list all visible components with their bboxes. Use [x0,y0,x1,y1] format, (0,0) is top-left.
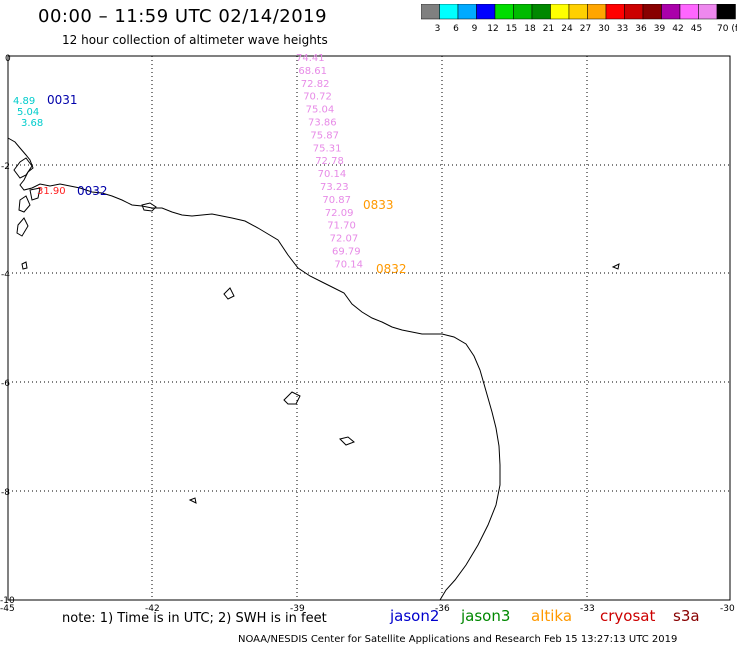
y-tick-label: -4 [1,270,10,280]
swh-value: 70.72 [303,92,332,103]
scale-label: 27 [580,24,591,34]
chart-title: 00:00 – 11:59 UTC 02/14/2019 [38,6,328,27]
scale-label: 6 [453,24,459,34]
cyan-observations: 4.89 5.04 3.68 [13,96,43,129]
swh-value-red: 31.90 [37,186,66,197]
swh-value: 70.14 [318,169,347,180]
scale-swatch [716,4,736,20]
y-tick-label: -6 [1,379,10,389]
scale-label: 3 [435,24,441,34]
swh-value: 74.41 [296,53,325,64]
swh-value: 73.86 [308,118,337,129]
scale-label: 45 [691,24,702,34]
swh-value: 4.89 [13,96,35,107]
swh-value: 3.68 [21,118,43,129]
time-label: 0832 [376,262,407,276]
scale-label: 21 [543,24,554,34]
swh-value: 5.04 [17,107,39,118]
time-label: 0031 [47,93,78,107]
swh-value: 70.14 [334,259,363,270]
time-label: 0032 [77,184,108,198]
y-tick-label: 0 [5,54,11,64]
scale-label: 33 [617,24,628,34]
swh-value: 71.70 [327,221,356,232]
scale-label: 70 (ft) [717,24,737,34]
x-tick-label: -36 [435,604,450,614]
x-tick-label: -45 [0,604,15,614]
credit-line: NOAA/NESDIS Center for Satellite Applica… [238,634,678,645]
time-label: 0833 [363,198,394,212]
satellite-legend-jason3: jason3 [461,607,511,625]
time-labels: 0031 0032 0833 0832 [47,93,407,276]
coastline [7,137,620,601]
scale-label: 12 [487,24,498,34]
x-tick-label: -39 [290,604,305,614]
swh-value: 68.61 [298,66,327,77]
scale-label: 30 [598,24,610,34]
swh-value: 73.23 [320,182,349,193]
x-tick-label: -30 [720,604,735,614]
satellite-legend-s3a: s3a [673,607,700,625]
satellite-legend-altika: altika [531,607,573,625]
satellite-legend-jason2: jason2 [390,607,440,625]
swh-value: 72.82 [301,79,330,90]
swh-value: 75.04 [306,105,335,116]
y-axis-labels: 0 -2 -4 -6 -8 -10 [0,54,15,606]
chart-subtitle: 12 hour collection of altimeter wave hei… [62,33,328,47]
scale-label: 42 [672,24,683,34]
swh-value: 70.87 [322,195,351,206]
scale-label: 18 [524,24,536,34]
swh-value: 72.07 [330,234,359,245]
satellite-legend-cryosat: cryosat [600,607,656,625]
swh-value: 72.78 [315,156,344,167]
footnote: note: 1) Time is in UTC; 2) SWH is in fe… [62,611,327,626]
grid [8,56,730,600]
x-axis-labels: -45 -42 -39 -36 -33 -30 [0,604,735,614]
swh-value: 72.09 [325,208,354,219]
scale-label: 24 [561,24,573,34]
x-tick-label: -42 [145,604,160,614]
scale-label: 39 [654,24,666,34]
scale-label: 36 [635,24,647,34]
swh-value: 75.31 [313,143,342,154]
y-tick-label: -2 [1,162,10,172]
plot-frame [7,55,731,601]
y-tick-label: -8 [1,488,10,498]
y-tick-label: -10 [0,596,15,606]
swh-value: 69.79 [332,247,361,258]
scale-label: 15 [506,24,517,34]
swh-value: 75.87 [310,130,339,141]
scale-label: 9 [472,24,478,34]
x-tick-label: -33 [580,604,595,614]
